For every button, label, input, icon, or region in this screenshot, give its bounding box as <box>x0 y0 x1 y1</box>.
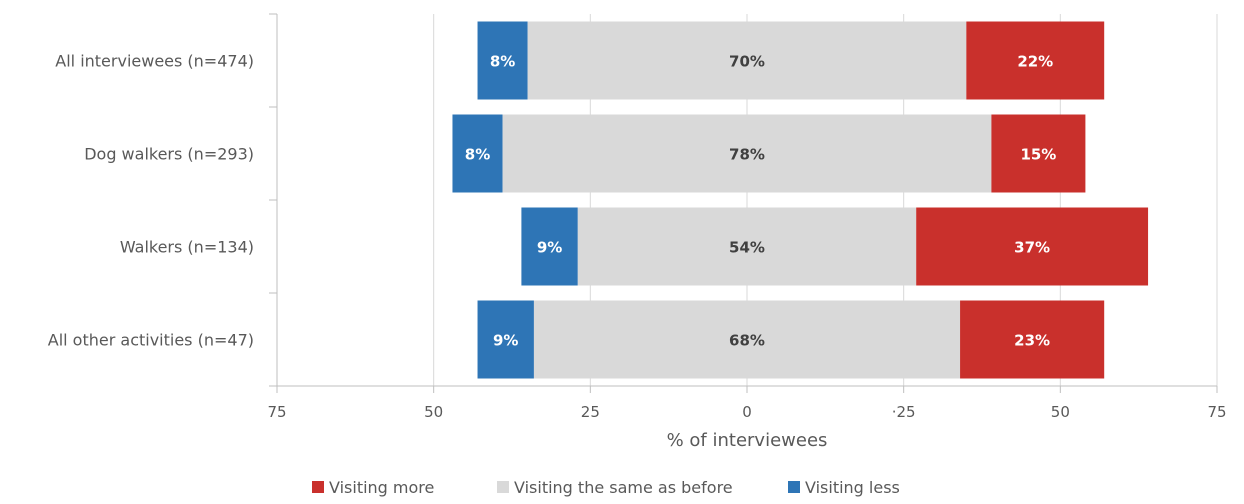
bar-visiting-more <box>960 300 1105 379</box>
data-label-visiting-more: 22% <box>1017 53 1053 71</box>
bar-visiting-less <box>477 300 534 379</box>
legend-swatch-visiting-less <box>788 481 800 493</box>
legend-label-visiting-the-same-as-before: Visiting the same as before <box>514 478 733 497</box>
data-label-visiting-less: 8% <box>490 53 515 71</box>
x-tick-label: 75 <box>1207 403 1226 421</box>
x-tick-label: 75 <box>267 403 286 421</box>
x-tick-label: 0 <box>742 403 752 421</box>
x-tick-label: 50 <box>1051 403 1070 421</box>
category-label: Dog walkers (n=293) <box>84 145 254 164</box>
bar-visiting-the-same-as-before <box>527 21 967 100</box>
data-label-visiting-less: 9% <box>537 239 562 257</box>
bars <box>452 21 1149 379</box>
bar-visiting-less <box>521 207 578 286</box>
labels: 75 50 25 0 ·25 50 75 8% 70% 22% All interviewees (… <box>48 52 1227 422</box>
x-tick-label: ·25 <box>892 403 916 421</box>
bar-visiting-the-same-as-before <box>533 300 961 379</box>
data-label-visiting-more: 23% <box>1014 332 1050 350</box>
bar-visiting-less <box>477 21 528 100</box>
data-label-visiting-less: 8% <box>465 146 490 164</box>
data-label-visiting-the-same-as-before: 78% <box>729 146 765 164</box>
data-label-visiting-the-same-as-before: 68% <box>729 332 765 350</box>
legend-swatch-visiting-more <box>312 481 324 493</box>
legend-label-visiting-more: Visiting more <box>329 478 434 497</box>
legend-swatch-visiting-the-same-as-before <box>497 481 509 493</box>
data-label-visiting-the-same-as-before: 70% <box>729 53 765 71</box>
bar-visiting-more <box>916 207 1149 286</box>
data-label-visiting-more: 15% <box>1020 146 1056 164</box>
bar-visiting-less <box>452 114 503 193</box>
bar-visiting-the-same-as-before <box>502 114 992 193</box>
axes <box>269 13 1218 393</box>
category-label: Walkers (n=134) <box>120 238 254 257</box>
category-label: All other activities (n=47) <box>48 331 254 350</box>
bar-visiting-more <box>991 114 1086 193</box>
legend: Visiting more Visiting the same as before… <box>312 478 900 497</box>
x-tick-label: 50 <box>424 403 443 421</box>
x-tick-label: 25 <box>581 403 600 421</box>
bar-visiting-the-same-as-before <box>577 207 917 286</box>
data-label-visiting-the-same-as-before: 54% <box>729 239 765 257</box>
data-label-visiting-less: 9% <box>493 332 518 350</box>
data-label-visiting-more: 37% <box>1014 239 1050 257</box>
legend-label-visiting-less: Visiting less <box>805 478 900 497</box>
bar-visiting-more <box>966 21 1105 100</box>
category-label: All interviewees (n=474) <box>55 52 254 71</box>
x-axis-title: % of interviewees <box>667 430 828 451</box>
